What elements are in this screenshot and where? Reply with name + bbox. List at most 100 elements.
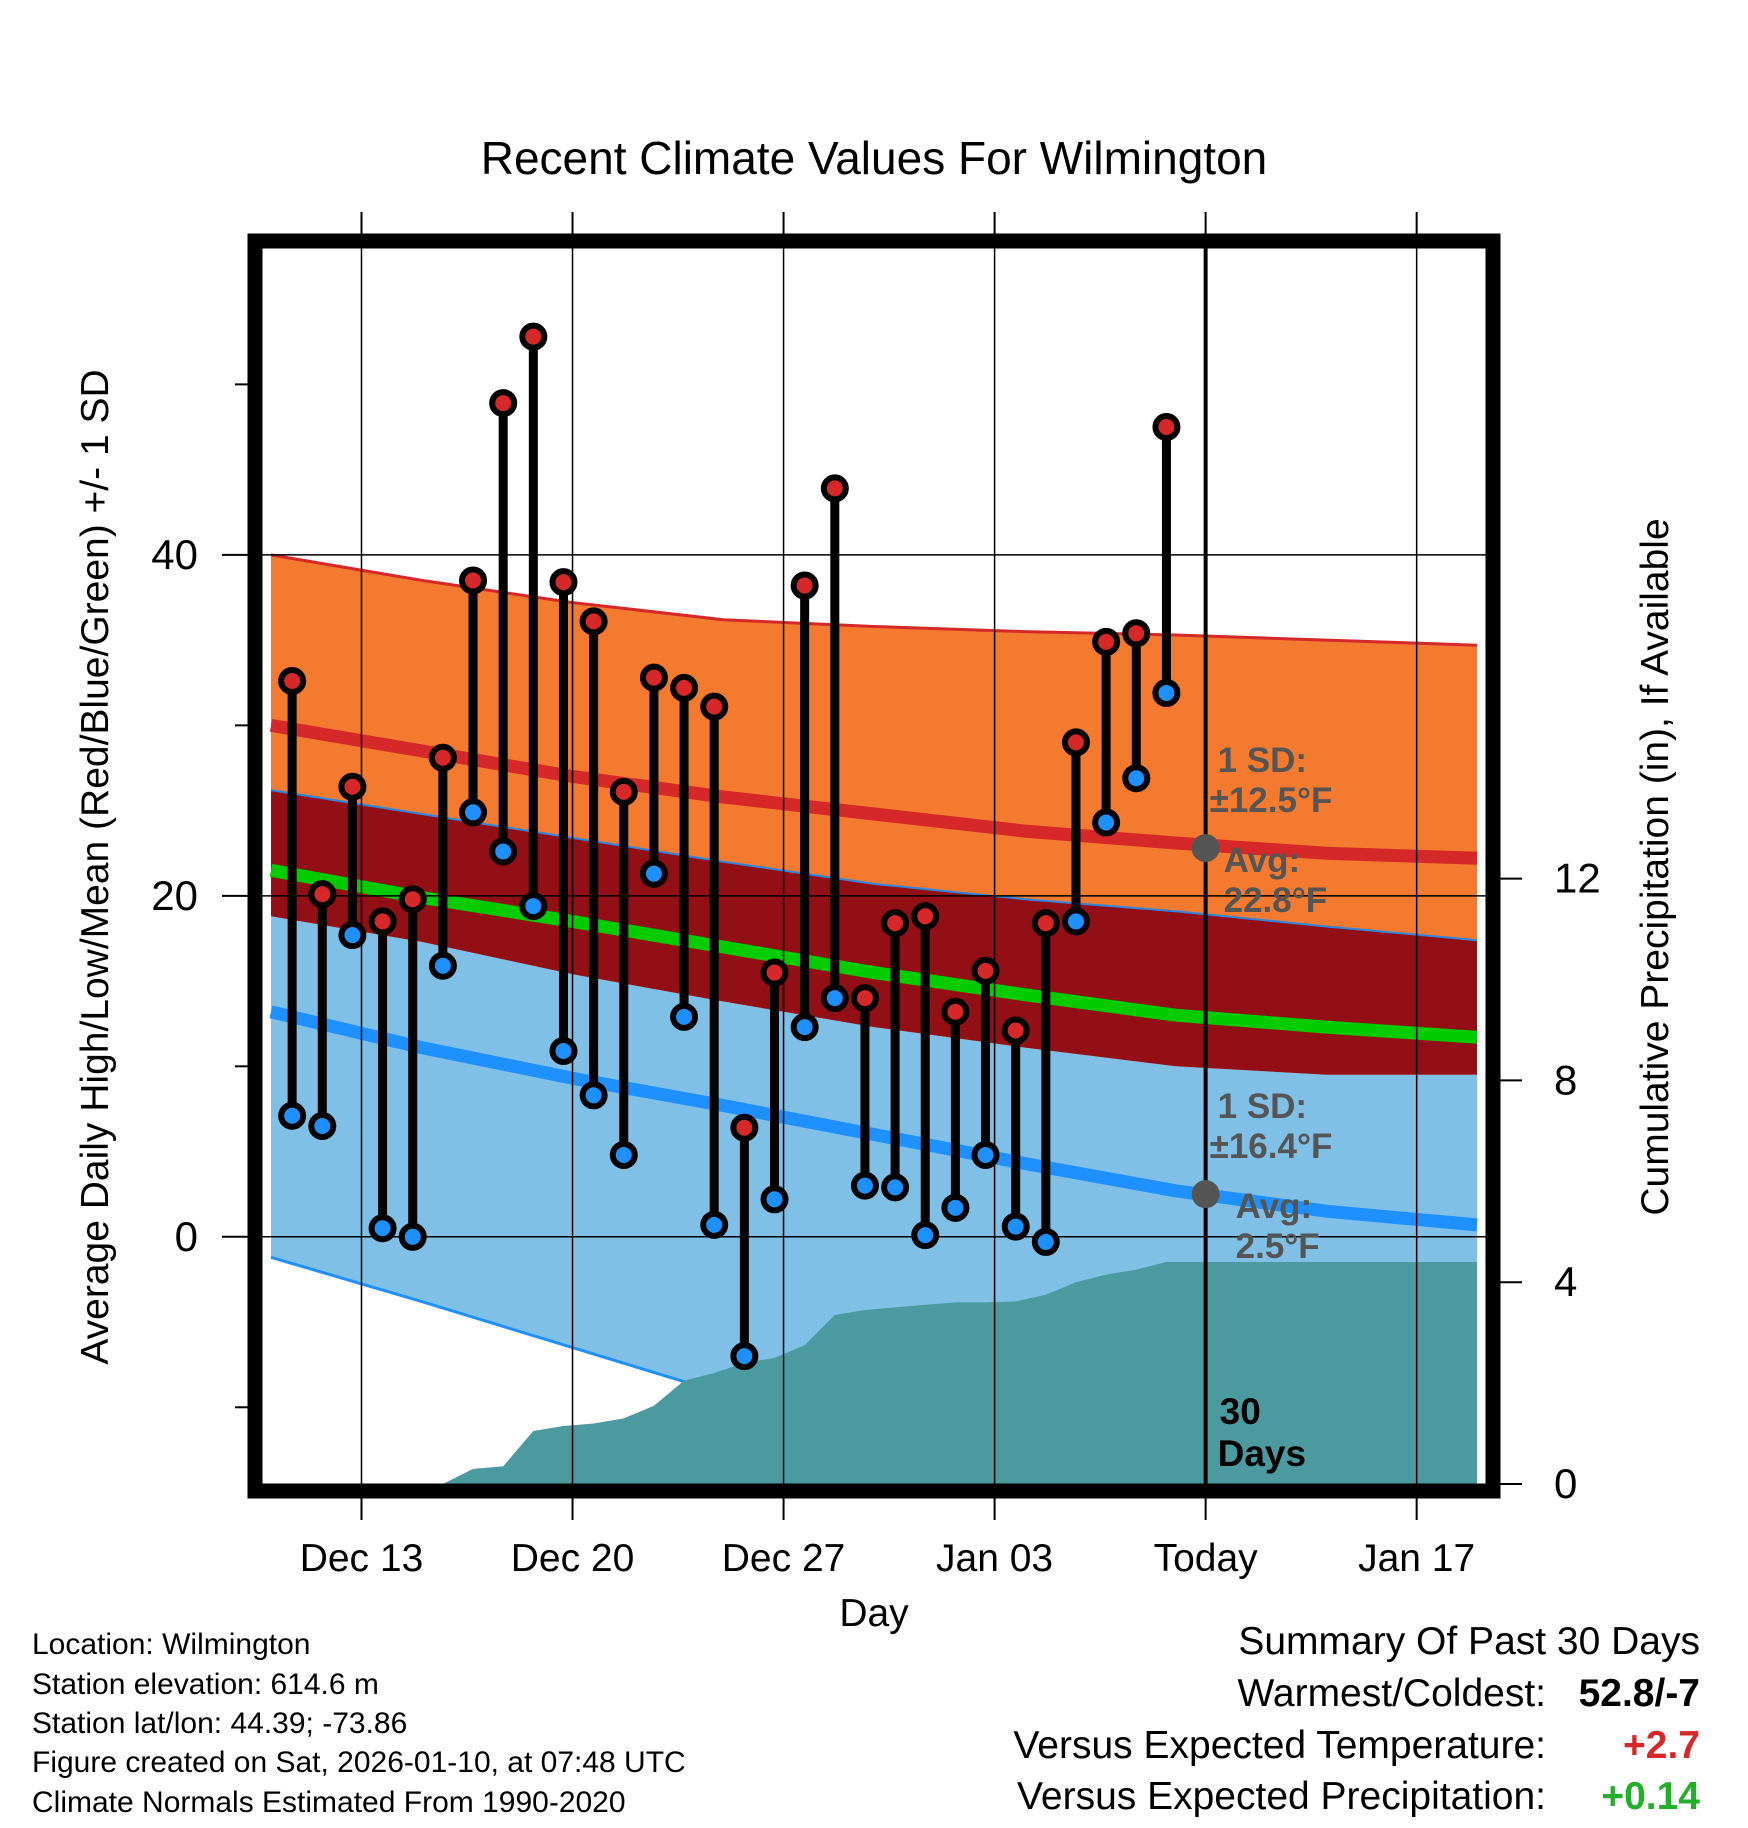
high-marker-9 (519, 322, 548, 351)
low-marker-4 (368, 1214, 397, 1243)
low-avg-label: Avg: (1236, 1187, 1312, 1226)
high-marker-3 (338, 772, 367, 801)
low-marker-13 (639, 859, 668, 888)
days-label-text: Days (1218, 1433, 1306, 1474)
x-tick-label-dec-20: Dec 20 (511, 1537, 635, 1580)
chart-title: Recent Climate Values For Wilmington (481, 132, 1268, 184)
summary-temp-value: +2.7 (1623, 1724, 1700, 1767)
low-marker-30 (1152, 678, 1181, 707)
low-marker-24 (971, 1140, 1000, 1169)
x-tick-label-today: Today (1154, 1537, 1259, 1580)
high-marker-20 (850, 984, 879, 1013)
high-marker-28 (1092, 627, 1121, 656)
low-marker-29 (1122, 764, 1151, 793)
summary-temp-label: Versus Expected Temperature: (1013, 1724, 1546, 1767)
low-avg-value: 2.5°F (1236, 1227, 1320, 1266)
low-marker-7 (459, 798, 488, 827)
low-marker-25 (1001, 1212, 1030, 1241)
x-axis-label: Day (839, 1592, 909, 1635)
low-marker-8 (489, 837, 518, 866)
high-avg-dot (1191, 834, 1220, 863)
high-marker-6 (428, 743, 457, 772)
low-marker-17 (760, 1185, 789, 1214)
x-tick-label-jan-03: Jan 03 (936, 1537, 1053, 1580)
low-marker-10 (549, 1036, 578, 1065)
high-marker-8 (489, 389, 518, 418)
y-axis-left-label: Average Daily High/Low/Mean (Red/Blue/Gr… (74, 369, 117, 1364)
high-marker-26 (1031, 909, 1060, 938)
low-marker-21 (881, 1173, 910, 1202)
footer-elevation: Station elevation: 614.6 m (32, 1668, 379, 1701)
high-marker-27 (1061, 728, 1090, 757)
x-tick-label-jan-17: Jan 17 (1358, 1537, 1475, 1580)
low-marker-3 (338, 921, 367, 950)
high-sd-value: ±12.5°F (1210, 781, 1333, 820)
summary-precip-row: Versus Expected Precipitation: +0.14 (1017, 1775, 1700, 1819)
footer-normals: Climate Normals Estimated From 1990-2020 (32, 1786, 626, 1819)
high-marker-14 (670, 673, 699, 702)
plot-frame (247, 233, 1501, 1499)
high-marker-12 (609, 777, 638, 806)
high-marker-7 (459, 566, 488, 595)
y-left-tick-label-20: 20 (151, 872, 198, 919)
low-marker-9 (519, 892, 548, 921)
y-left-tick-label-0: 0 (175, 1213, 198, 1260)
high-marker-10 (549, 568, 578, 597)
y-axis-right-label: Cumulative Precipitation (in), If Availa… (1634, 518, 1677, 1215)
y-left-tick-label-40: 40 (151, 531, 198, 578)
low-marker-26 (1031, 1227, 1060, 1256)
high-marker-18 (790, 571, 819, 600)
low-marker-5 (398, 1222, 427, 1251)
mean-normal-line (269, 863, 1478, 1044)
high-marker-2 (308, 880, 337, 909)
low-marker-15 (700, 1210, 729, 1239)
summary-warmest-coldest-row: Warmest/Coldest: 52.8/-7 (1238, 1672, 1700, 1716)
summary-precip-value: +0.14 (1601, 1775, 1700, 1818)
y-right-tick-label-4: 4 (1554, 1258, 1577, 1305)
high-marker-30 (1152, 413, 1181, 442)
summary-warmest-coldest-value: 52.8/-7 (1578, 1672, 1700, 1715)
summary-precip-label: Versus Expected Precipitation: (1017, 1775, 1546, 1818)
low-marker-28 (1092, 808, 1121, 837)
low-sd-title: 1 SD: (1218, 1087, 1307, 1126)
high-marker-22 (911, 902, 940, 931)
high-marker-23 (941, 997, 970, 1026)
high-marker-25 (1001, 1016, 1030, 1045)
footer-location: Location: Wilmington (32, 1628, 311, 1661)
high-avg-label: Avg: (1224, 841, 1300, 880)
high-marker-24 (971, 956, 1000, 985)
high-marker-21 (881, 909, 910, 938)
y-right-tick-label-12: 12 (1554, 855, 1601, 902)
high-marker-17 (760, 958, 789, 987)
high-marker-29 (1122, 619, 1151, 648)
low-marker-16 (730, 1342, 759, 1371)
footer-latlon: Station lat/lon: 44.39; -73.86 (32, 1707, 408, 1740)
low-marker-6 (428, 951, 457, 980)
low-marker-23 (941, 1193, 970, 1222)
high-sd-title: 1 SD: (1218, 741, 1307, 780)
high-marker-13 (639, 663, 668, 692)
high-marker-1 (278, 667, 307, 696)
low-marker-1 (278, 1101, 307, 1130)
footer-created: Figure created on Sat, 2026-01-10, at 07… (32, 1746, 686, 1779)
low-marker-2 (308, 1111, 337, 1140)
low-avg-dot (1191, 1180, 1220, 1209)
summary-title: Summary Of Past 30 Days (1238, 1620, 1700, 1663)
low-sd-value: ±16.4°F (1210, 1127, 1333, 1166)
low-marker-22 (911, 1221, 940, 1250)
summary-temp-row: Versus Expected Temperature: +2.7 (1013, 1724, 1700, 1768)
x-tick-label-dec-27: Dec 27 (722, 1537, 846, 1580)
high-marker-15 (700, 692, 729, 721)
x-tick-label-dec-13: Dec 13 (300, 1537, 424, 1580)
summary-warmest-coldest-label: Warmest/Coldest: (1237, 1672, 1546, 1715)
high-marker-16 (730, 1113, 759, 1142)
high-marker-4 (368, 907, 397, 936)
low-marker-27 (1061, 907, 1090, 936)
low-marker-11 (579, 1081, 608, 1110)
low-marker-14 (670, 1002, 699, 1031)
high-marker-11 (579, 607, 608, 636)
low-marker-20 (850, 1171, 879, 1200)
low-marker-19 (820, 984, 849, 1013)
high-marker-5 (398, 885, 427, 914)
